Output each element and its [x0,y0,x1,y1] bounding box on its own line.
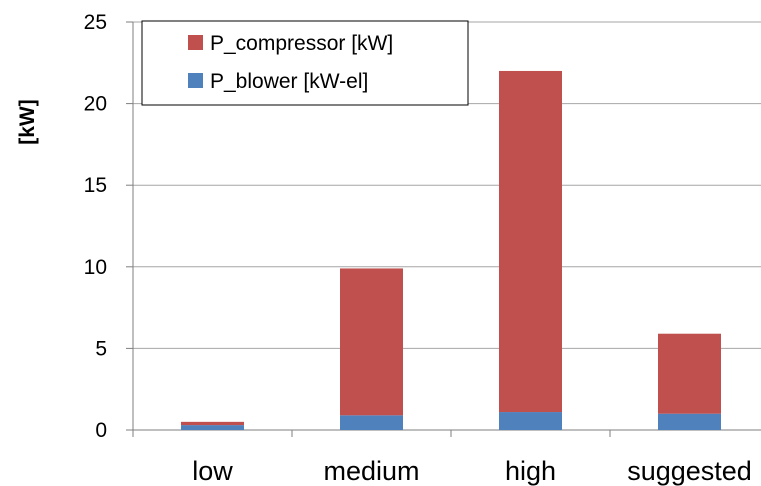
x-category-label: low [192,456,233,486]
legend-swatch [188,35,203,50]
y-tick-label: 5 [95,337,107,360]
legend-label: P_compressor [kW] [210,32,393,55]
bar-segment-p-compressor-suggested [658,333,721,414]
bar-segment-p-compressor-high [499,70,562,413]
bar-segment-p-blower-high [499,412,562,430]
y-tick-label: 10 [84,256,107,279]
y-tick-label: 20 [84,93,107,116]
legend-swatch [188,73,203,88]
bar-segment-p-compressor-low [181,421,244,426]
y-tick-label: 25 [84,11,107,34]
x-category-label: high [505,456,556,486]
x-category-labels: low medium high suggested [192,456,752,486]
bar-segment-p-compressor-medium [340,268,403,416]
bar-segment-p-blower-low [181,425,244,430]
x-category-label: suggested [627,456,752,486]
bars [181,70,721,430]
y-tick-labels: 0 5 10 15 20 25 [84,11,107,442]
bar-segment-p-blower-medium [340,415,403,430]
y-tick-label: 15 [84,174,107,197]
y-axis-label: [kW] [16,99,39,145]
y-tick-label: 0 [95,419,107,442]
bar-segment-p-blower-suggested [658,413,721,430]
x-category-label: medium [323,456,419,486]
legend-label: P_blower [kW-el] [210,70,368,93]
legend: P_compressor [kW] P_blower [kW-el] [141,20,469,106]
